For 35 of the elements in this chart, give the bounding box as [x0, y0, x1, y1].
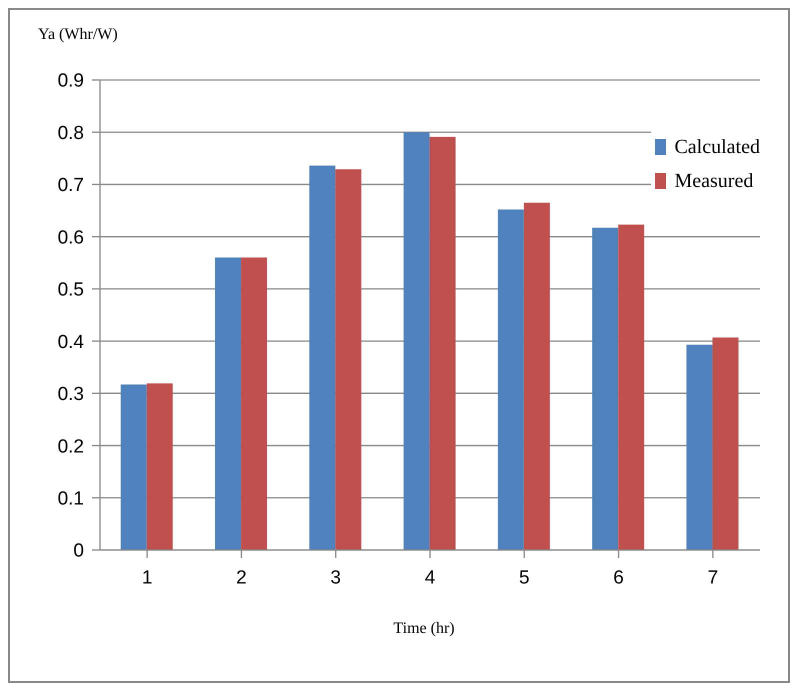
- x-tick-label: 7: [708, 567, 718, 588]
- legend-label: Calculated: [674, 135, 760, 160]
- x-tick-label: 5: [518, 567, 530, 588]
- bar: [335, 169, 362, 550]
- bar: [404, 132, 430, 550]
- bar: [146, 383, 173, 550]
- x-tick-label: 3: [330, 567, 342, 588]
- y-tick-label: 0.7: [58, 175, 84, 196]
- bar: [215, 258, 242, 550]
- bar: [618, 224, 644, 550]
- y-tick-label: 0: [73, 540, 84, 562]
- y-axis-title: Ya (Whr/W): [38, 26, 118, 44]
- y-tick-label: 0.2: [58, 436, 84, 458]
- bar: [430, 136, 456, 550]
- x-tick-label: 1: [142, 567, 152, 588]
- bar: [686, 344, 712, 550]
- y-tick-label: 0.8: [58, 122, 84, 144]
- bar: [241, 258, 268, 550]
- y-tick-label: 0.6: [58, 227, 84, 248]
- bar: [309, 166, 336, 550]
- x-tick-label: 2: [236, 567, 247, 588]
- legend-label: Measured: [674, 169, 754, 194]
- bar: [592, 228, 618, 550]
- bar: [712, 337, 738, 550]
- y-tick-label: 0.3: [58, 384, 84, 406]
- y-tick-label: 0.4: [58, 332, 84, 353]
- y-tick-label: 0.9: [58, 70, 84, 92]
- x-axis-title: Time (hr): [392, 620, 456, 638]
- bar: [498, 210, 524, 550]
- bar: [120, 384, 147, 550]
- x-tick-label: 6: [613, 567, 624, 588]
- y-tick-label: 0.5: [58, 280, 84, 301]
- y-tick-label: 0.1: [58, 488, 84, 510]
- x-tick-label: 4: [424, 567, 436, 588]
- bar: [524, 202, 550, 550]
